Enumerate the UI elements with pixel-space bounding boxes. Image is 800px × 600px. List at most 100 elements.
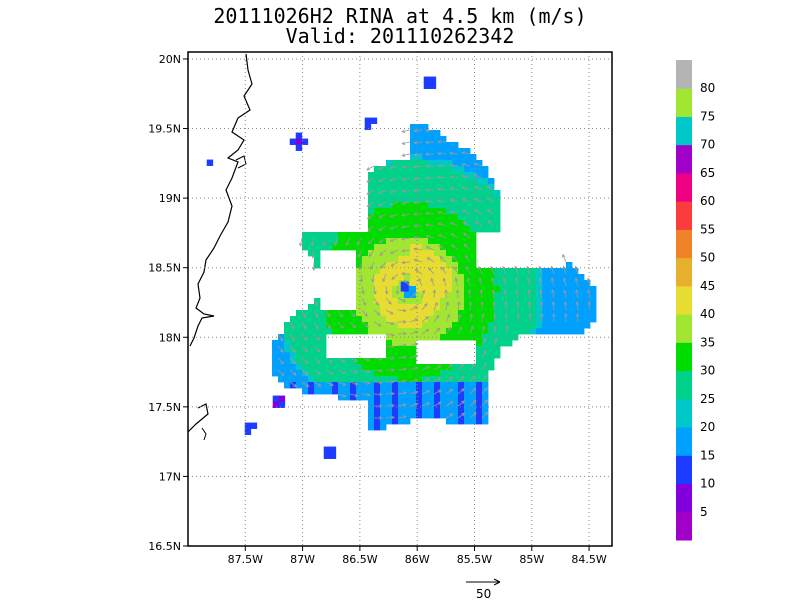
wind-cell [470, 184, 477, 191]
wind-arrow-head [303, 337, 308, 341]
wind-speed-field [206, 76, 597, 459]
wind-cell [368, 418, 375, 425]
wind-cell [416, 130, 423, 137]
colorbar-label: 30 [700, 364, 715, 378]
wind-cell [356, 244, 363, 251]
wind-cell [422, 406, 429, 413]
wind-cell [356, 256, 363, 263]
wind-cell [482, 274, 489, 281]
wind-arrow [391, 273, 399, 280]
wind-arrow-head [291, 325, 295, 330]
wind-arrow-head [384, 291, 389, 295]
wind-cell [470, 262, 477, 269]
wind-cell [428, 316, 435, 323]
wind-cell [404, 268, 411, 275]
wind-cell [386, 232, 393, 239]
wind-cell [470, 292, 477, 299]
reference-arrow-head [493, 578, 501, 586]
wind-cell [374, 226, 381, 233]
wind-cell [278, 395, 286, 402]
wind-cell [482, 352, 489, 359]
wind-cell [392, 364, 399, 371]
storm-eye [400, 281, 409, 292]
wind-arrow-head [515, 289, 519, 294]
wind-arrow [361, 297, 366, 306]
wind-cell [416, 382, 423, 389]
wind-arrow-head [401, 271, 405, 276]
wind-arrow-head [366, 179, 371, 183]
wind-arrow-head [401, 129, 406, 133]
wind-cell [542, 274, 549, 281]
wind-arrow [402, 189, 411, 192]
wind-cell [524, 328, 531, 335]
wind-arrow-head [391, 391, 395, 396]
wind-cell [386, 382, 393, 389]
lon-tick-label: 86W [405, 553, 430, 566]
wind-arrow-head [364, 313, 368, 317]
wind-cell [314, 232, 321, 239]
wind-cell [482, 418, 489, 425]
wind-cell [566, 292, 573, 299]
wind-cell [464, 298, 471, 305]
wind-cell [512, 310, 519, 317]
wind-cell [422, 196, 429, 203]
wind-cell [428, 250, 435, 257]
wind-arrow [457, 400, 465, 407]
wind-cell [374, 298, 381, 305]
wind-cell [368, 376, 375, 383]
wind-arrow-head [425, 246, 430, 250]
wind-cell [434, 394, 441, 401]
wind-cell [494, 202, 501, 209]
wind-arrow [430, 278, 435, 287]
wind-cell [440, 148, 447, 155]
wind-cell [308, 370, 315, 377]
wind-cell [338, 388, 345, 395]
wind-cell [314, 238, 321, 245]
wind-cell [440, 286, 447, 293]
wind-arrow-head [439, 256, 444, 260]
wind-arrow-head [425, 188, 429, 192]
wind-cell [380, 376, 387, 383]
wind-cell [470, 244, 477, 251]
wind-cell [452, 268, 459, 275]
wind-cell [386, 166, 393, 173]
wind-arrow-head [391, 356, 395, 360]
wind-arrow [450, 152, 459, 155]
wind-cell [554, 286, 561, 293]
wind-arrow [385, 321, 394, 325]
wind-cell [446, 418, 453, 425]
wind-arrow [367, 225, 375, 232]
wind-cell [386, 310, 393, 317]
wind-arrow [450, 233, 459, 239]
wind-cell [308, 334, 315, 341]
wind-arrow [367, 213, 375, 220]
wind-arrow-head [469, 313, 474, 318]
wind-cell [350, 358, 357, 365]
wind-arrow-head [461, 198, 466, 202]
wind-cell [338, 358, 345, 365]
wind-arrow-head [375, 301, 379, 306]
wind-cell [356, 268, 363, 275]
wind-arrow-head [382, 278, 386, 283]
wind-cell [356, 388, 363, 395]
wind-cell [332, 382, 339, 389]
wind-cell [398, 370, 405, 377]
wind-cell [518, 292, 525, 299]
wind-arrow-head [563, 289, 567, 294]
wind-arrow-head [315, 325, 319, 330]
wind-cell [392, 184, 399, 191]
wind-arrow-head [361, 290, 365, 295]
wind-arrow [450, 187, 459, 191]
wind-arrow-head [587, 301, 592, 306]
wind-arrow [457, 376, 465, 383]
wind-cell [380, 232, 387, 239]
wind-cell [440, 310, 447, 317]
wind-arrow [402, 165, 411, 169]
wind-arrow [390, 177, 399, 181]
wind-cell [464, 292, 471, 299]
wind-cell [362, 394, 369, 401]
wind-arrow-head [293, 383, 298, 388]
wind-arrow [462, 198, 471, 203]
wind-cell [386, 268, 393, 275]
